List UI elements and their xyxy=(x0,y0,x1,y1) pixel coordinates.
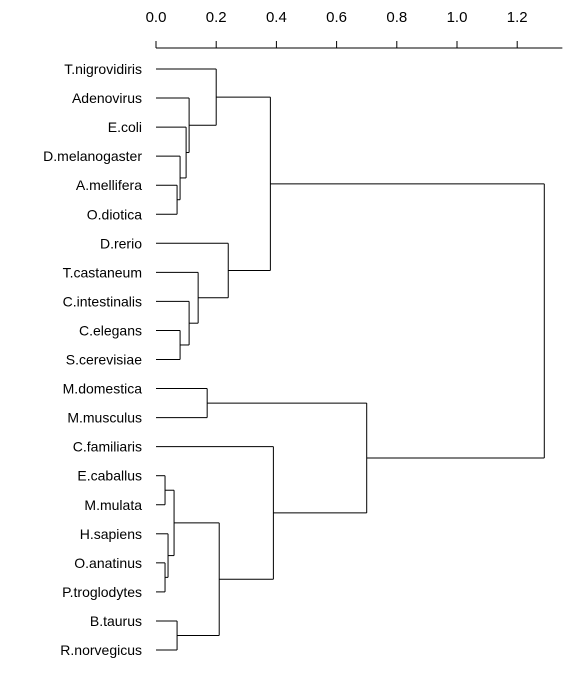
leaf-label-e-coli: E.coli xyxy=(108,119,142,135)
branches xyxy=(156,68,545,651)
leaf-label-m-musculus: M.musculus xyxy=(67,410,142,426)
leaf-label-h-sapiens: H.sapiens xyxy=(80,526,142,542)
leaf-label-d-melanogaster: D.melanogaster xyxy=(43,148,142,164)
leaf-label-m-domestica: M.domestica xyxy=(63,381,143,397)
leaf-label-c-intestinalis: C.intestinalis xyxy=(63,293,142,309)
leaf-label-m-mulata: M.mulata xyxy=(84,497,142,513)
axis-tick-label: 0.8 xyxy=(386,9,407,26)
leaf-label-e-caballus: E.caballus xyxy=(77,468,142,484)
distance-axis: 0.0 0.2 0.4 0.6 0.8 1.0 1.2 xyxy=(146,9,563,49)
axis-tick-label: 1.0 xyxy=(447,9,468,26)
leaf-labels: T.nigrovidiris Adenovirus E.coli D.melanoga… xyxy=(43,61,142,658)
leaf-label-r-norvegicus: R.norvegicus xyxy=(60,642,142,658)
leaf-label-t-nigrovidiris: T.nigrovidiris xyxy=(64,61,142,77)
leaf-label-o-anatinus: O.anatinus xyxy=(74,555,142,571)
axis-tick-label: 0.0 xyxy=(146,9,167,26)
leaf-label-p-troglodytes: P.troglodytes xyxy=(62,584,142,600)
leaf-label-c-familiaris: C.familiaris xyxy=(73,439,142,455)
leaf-label-s-cerevisiae: S.cerevisiae xyxy=(66,352,142,368)
leaf-label-d-rerio: D.rerio xyxy=(100,235,142,251)
axis-tick-label: 0.2 xyxy=(206,9,227,26)
axis-tick-label: 0.6 xyxy=(326,9,347,26)
axis-tick-label: 1.2 xyxy=(507,9,528,26)
leaf-label-o-diotica: O.diotica xyxy=(87,206,142,222)
leaf-label-a-mellifera: A.mellifera xyxy=(76,177,142,193)
leaf-label-adenovirus: Adenovirus xyxy=(72,90,142,106)
leaf-label-t-castaneum: T.castaneum xyxy=(63,264,142,280)
axis-tick-label: 0.4 xyxy=(266,9,287,26)
leaf-label-b-taurus: B.taurus xyxy=(90,613,142,629)
leaf-label-c-elegans: C.elegans xyxy=(79,322,142,338)
